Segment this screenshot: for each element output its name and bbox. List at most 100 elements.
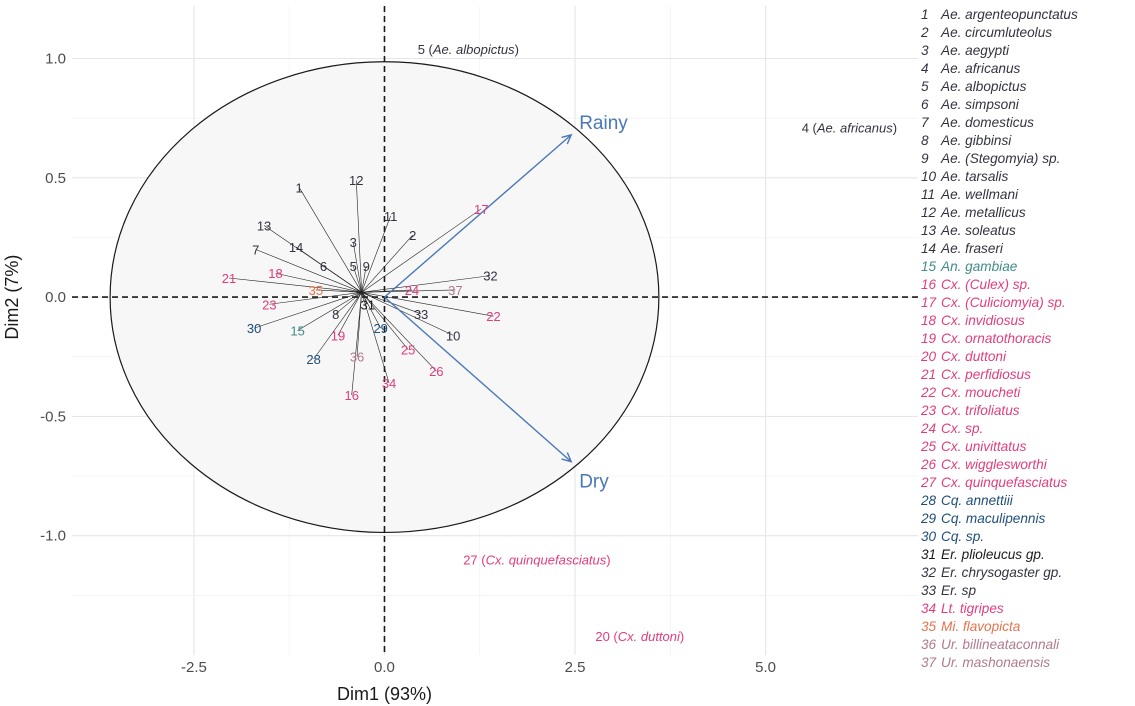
legend-species-name: Cq. annettiii <box>941 493 1013 508</box>
legend-species-name: Cx. moucheti <box>941 385 1021 400</box>
legend-number: 35 <box>921 619 937 634</box>
legend-number: 27 <box>921 475 937 490</box>
point-label-10: 10 <box>446 328 460 343</box>
legend-item: 17 Cx. (Culiciomyia) sp. <box>921 294 1131 312</box>
point-label-24: 24 <box>405 283 419 298</box>
legend-species-name: Ae. domesticus <box>941 115 1034 130</box>
legend-number: 18 <box>921 313 937 328</box>
legend-number: 20 <box>921 349 937 364</box>
legend-item: 8 Ae. gibbinsi <box>921 132 1131 150</box>
point-label-22: 22 <box>486 309 500 324</box>
legend-species-name: Ae. simpsoni <box>941 97 1019 112</box>
legend-item: 19 Cx. ornatothoracis <box>921 330 1131 348</box>
legend-number: 32 <box>921 565 937 580</box>
point-label-18: 18 <box>268 266 282 281</box>
legend-number: 10 <box>921 169 937 184</box>
legend-species-name: Cx. quinquefasciatus <box>941 475 1068 490</box>
x-axis-label: Dim1 (93%) <box>337 684 432 704</box>
legend-number: 16 <box>921 277 937 292</box>
legend-species-name: Cx. duttoni <box>941 349 1006 364</box>
legend-number: 36 <box>921 637 937 652</box>
legend-species-name: Ae. metallicus <box>941 205 1026 220</box>
legend-item: 5 Ae. albopictus <box>921 78 1131 96</box>
legend-item: 21 Cx. perfidiosus <box>921 366 1131 384</box>
outlier-label-4: 4 (Ae. africanus) <box>802 121 897 136</box>
outlier-label-20: 20 (Cx. duttoni) <box>595 629 684 644</box>
segment-7 <box>255 249 362 293</box>
legend-species-name: Cx. trifoliatus <box>941 403 1020 418</box>
legend-item: 2 Ae. circumluteolus <box>921 24 1131 42</box>
legend-species-name: Ae. aegypti <box>941 43 1010 58</box>
legend-item: 22 Cx. moucheti <box>921 384 1131 402</box>
segment-3 <box>352 242 362 293</box>
legend-species-name: Ae. circumluteolus <box>941 25 1053 40</box>
legend-number: 31 <box>921 547 937 562</box>
legend-number: 15 <box>921 259 937 274</box>
legend-number: 22 <box>921 385 937 400</box>
segment-12 <box>355 180 362 293</box>
arrow-head-rainy <box>561 133 573 145</box>
point-label-28: 28 <box>306 352 320 367</box>
legend-item: 10 Ae. tarsalis <box>921 168 1131 186</box>
segment-11 <box>361 215 391 293</box>
segment-28 <box>313 292 362 360</box>
legend-item: 30 Cq. sp. <box>921 528 1131 546</box>
segment-26 <box>361 292 437 372</box>
segment-32 <box>361 275 491 293</box>
legend-number: 17 <box>921 295 937 310</box>
legend-number: 7 <box>921 115 929 130</box>
point-label-26: 26 <box>429 364 443 379</box>
legend-number: 37 <box>921 655 937 670</box>
tick-labels: -2.5 0.0 2.5 5.0 -1.0 -0.5 0.0 0.5 1.0 <box>40 50 776 676</box>
point-label-7: 7 <box>252 242 259 257</box>
point-label-5: 5 <box>350 259 357 274</box>
y-tick-label: 1.0 <box>45 50 66 67</box>
segment-22 <box>361 292 494 317</box>
legend-number: 9 <box>921 151 929 166</box>
legend-species-name: Ae. gibbinsi <box>941 133 1012 148</box>
arrow-line-dry <box>384 296 572 463</box>
legend-item: 9 Ae. (Stegomyia) sp. <box>921 150 1131 168</box>
segment-35 <box>315 289 362 293</box>
legend-number: 11 <box>921 187 936 202</box>
point-label-19: 19 <box>331 328 345 343</box>
y-tick-label: -0.5 <box>40 408 66 425</box>
arrow-head-dry <box>561 452 573 463</box>
outlier-label-27: 27 (Cx. quinquefasciatus) <box>463 553 610 568</box>
point-label-6: 6 <box>320 259 327 274</box>
legend-species-name: Cx. sp. <box>941 421 984 436</box>
point-label-23: 23 <box>262 297 276 312</box>
legend-number: 23 <box>921 403 937 418</box>
point-label-1: 1 <box>296 180 303 195</box>
segment-18 <box>275 272 362 293</box>
segment-23 <box>269 292 362 305</box>
legend-item: 33 Er. sp <box>921 582 1131 600</box>
point-label-21: 21 <box>222 271 236 286</box>
point-label-3: 3 <box>350 235 357 250</box>
segment-15 <box>297 292 362 331</box>
point-label-16: 16 <box>344 388 358 403</box>
legend-number: 1 <box>921 7 929 22</box>
legend-number: 6 <box>921 97 929 112</box>
legend-item: 15 An. gambiae <box>921 258 1131 276</box>
point-label-9: 9 <box>363 259 370 274</box>
outlier-label-5: 5 (Ae. albopictus) <box>418 42 519 57</box>
y-tick-label: 0.5 <box>45 170 66 187</box>
point-label-37: 37 <box>448 283 462 298</box>
legend-species-name: Cx. (Culiciomyia) sp. <box>941 295 1066 310</box>
species-legend: 1 Ae. argenteopunctatus 2 Ae. circumluteolu… <box>921 6 1131 672</box>
legend-item: 11 Ae. wellmani <box>921 186 1131 204</box>
legend-item: 12 Ae. metallicus <box>921 204 1131 222</box>
legend-species-name: Ae. (Stegomyia) sp. <box>941 151 1061 166</box>
point-labels: 1235678910111213141516171819212223242526… <box>222 42 897 644</box>
segment-31 <box>361 292 368 305</box>
legend-species-name: Lt. tigripes <box>941 601 1004 616</box>
legend-item: 23 Cx. trifoliatus <box>921 402 1131 420</box>
legend-number: 25 <box>921 439 937 454</box>
segment-2 <box>361 234 413 293</box>
point-label-12: 12 <box>349 173 363 188</box>
point-label-36: 36 <box>350 350 364 365</box>
legend-species-name: Cx. invidiosus <box>941 313 1025 328</box>
legend-species-name: Cx. univittatus <box>941 439 1027 454</box>
